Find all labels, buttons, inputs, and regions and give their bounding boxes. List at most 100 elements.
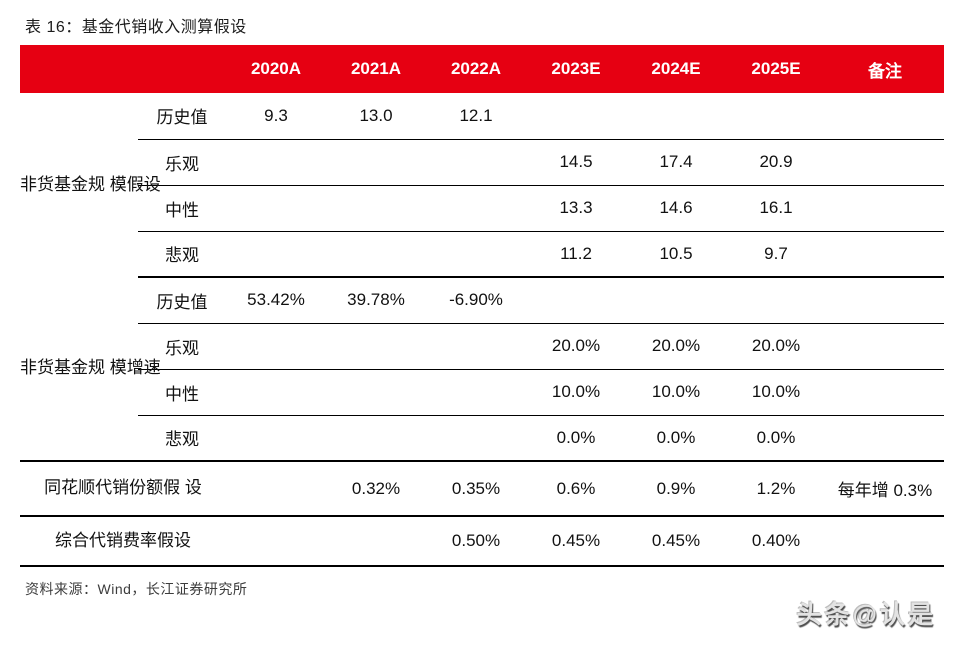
table-row: 中性 10.0% 10.0% 10.0%: [20, 369, 944, 416]
table-cell: 0.50%: [426, 516, 526, 567]
table-cell: 10.5: [626, 231, 726, 278]
source-note: 资料来源：Wind，长江证券研究所: [25, 581, 248, 597]
table-cell: 12.1: [426, 93, 526, 140]
remark-cell: [826, 93, 944, 140]
row-label: 中性: [138, 185, 226, 232]
table-cell: [526, 277, 626, 324]
table-cell: 0.9%: [626, 461, 726, 517]
assumptions-table: 2020A 2021A 2022A 2023E 2024E 2025E 备注 非…: [20, 45, 944, 567]
table-cell: [426, 415, 526, 462]
table-cell: [326, 139, 426, 186]
table-cell: [326, 231, 426, 278]
table-cell: [226, 139, 326, 186]
table-cell: [426, 323, 526, 370]
remark-cell: 每年增 0.3%: [826, 461, 944, 517]
table-cell: [326, 516, 426, 567]
row-label-fee-rate: 综合代销费率假设: [20, 516, 226, 567]
table-row: 乐观 20.0% 20.0% 20.0%: [20, 323, 944, 370]
table-row: 非货基金规 模增速 历史值 53.42% 39.78% -6.90%: [20, 277, 944, 462]
table-cell: [326, 185, 426, 232]
table-cell: 20.9: [726, 139, 826, 186]
header-row: 2020A 2021A 2022A 2023E 2024E 2025E 备注: [20, 45, 944, 93]
table-cell: 20.0%: [626, 323, 726, 370]
table-cell: [326, 415, 426, 462]
table-row: 悲观 0.0% 0.0% 0.0%: [20, 415, 944, 462]
table-cell: [426, 139, 526, 186]
table-cell: 17.4: [626, 139, 726, 186]
table-cell: [626, 93, 726, 140]
remark-cell: [826, 369, 944, 416]
table-cell: [526, 93, 626, 140]
remark-cell: [826, 231, 944, 278]
table-cell: 0.0%: [726, 415, 826, 462]
table-cell: 10.0%: [626, 369, 726, 416]
table-cell: 20.0%: [526, 323, 626, 370]
row-label: 乐观: [138, 139, 226, 186]
table-cell: 10.0%: [526, 369, 626, 416]
table-cell: 13.3: [526, 185, 626, 232]
column-header-2025e: 2025E: [726, 45, 826, 93]
group-label-fund-growth: 非货基金规 模增速: [20, 277, 161, 462]
column-header-2022a: 2022A: [426, 45, 526, 93]
remark-cell: [826, 277, 944, 324]
row-label: 乐观: [138, 323, 226, 370]
table-cell: [326, 369, 426, 416]
table-cell: [226, 415, 326, 462]
row-label-ths-share: 同花顺代销份额假 设: [20, 461, 226, 517]
table-cell: 0.35%: [426, 461, 526, 517]
row-label: 历史值: [138, 277, 226, 324]
table-cell: [226, 231, 326, 278]
table-cell: 0.45%: [526, 516, 626, 567]
table-cell: 14.5: [526, 139, 626, 186]
table-cell: [426, 185, 526, 232]
table-cell: -6.90%: [426, 277, 526, 324]
table-cell: [726, 277, 826, 324]
row-label: 悲观: [138, 231, 226, 278]
table-row: 非货基金规 模假设 历史值 9.3 13.0 12.1: [20, 93, 944, 194]
table-cell: [426, 231, 526, 278]
row-label: 悲观: [138, 415, 226, 462]
remark-cell: [826, 516, 944, 567]
row-label: 历史值: [138, 93, 226, 140]
table-cell: [226, 369, 326, 416]
table-row: 综合代销费率假设 0.50% 0.45% 0.45% 0.40%: [20, 516, 944, 567]
table-cell: 13.0: [326, 93, 426, 140]
column-header-remark: 备注: [826, 45, 944, 93]
table-cell: 10.0%: [726, 369, 826, 416]
table-cell: 0.0%: [626, 415, 726, 462]
table-row: 同花顺代销份额假 设 0.32% 0.35% 0.6% 0.9% 1.2% 每年…: [20, 461, 944, 517]
table-cell: 0.32%: [326, 461, 426, 517]
table-cell: 0.45%: [626, 516, 726, 567]
column-header-2020a: 2020A: [226, 45, 326, 93]
table-cell: 9.3: [226, 93, 326, 140]
table-cell: [326, 323, 426, 370]
table-cell: 11.2: [526, 231, 626, 278]
remark-cell: [826, 415, 944, 462]
table-cell: 53.42%: [226, 277, 326, 324]
table-cell: [426, 369, 526, 416]
table-cell: [726, 93, 826, 140]
table-cell: 39.78%: [326, 277, 426, 324]
table-cell: [226, 323, 326, 370]
table-cell: 20.0%: [726, 323, 826, 370]
table-cell: [226, 185, 326, 232]
remark-cell: [826, 185, 944, 232]
table-cell: 0.0%: [526, 415, 626, 462]
header-empty-cell: [20, 45, 226, 93]
table-cell: [226, 516, 326, 567]
row-label: 中性: [138, 369, 226, 416]
table-cell: 0.6%: [526, 461, 626, 517]
table-row: 悲观 11.2 10.5 9.7: [20, 231, 944, 278]
column-header-2024e: 2024E: [626, 45, 726, 93]
watermark: 头条@认是: [796, 601, 936, 629]
table-cell: 14.6: [626, 185, 726, 232]
remark-cell: [826, 139, 944, 186]
table-cell: 0.40%: [726, 516, 826, 567]
table-cell: [626, 277, 726, 324]
table-cell: 16.1: [726, 185, 826, 232]
table-title: 表 16：基金代销收入测算假设: [25, 19, 247, 36]
table-row: 中性 13.3 14.6 16.1: [20, 185, 944, 232]
column-header-2021a: 2021A: [326, 45, 426, 93]
group-label-fund-scale: 非货基金规 模假设: [20, 174, 161, 194]
table-row: 乐观 14.5 17.4 20.9: [20, 139, 944, 186]
